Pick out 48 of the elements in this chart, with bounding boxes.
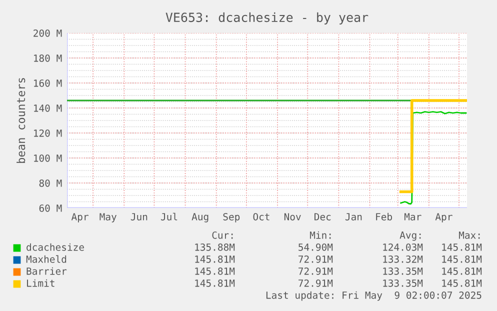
x-tick-label: Apr [435, 213, 452, 222]
x-tick-label: Aug [192, 213, 208, 222]
text: 145.81M [442, 279, 482, 287]
x-tick-label: Feb [376, 212, 392, 220]
x-tick-label: Jul [160, 212, 178, 220]
legend-label: Limit [27, 279, 54, 287]
x-tick-label: Nov [284, 213, 301, 220]
x-tick-label: May [100, 213, 117, 222]
text: 133.35M [383, 279, 423, 287]
text: Last update: Fri May 9 02:00:07 2025 [266, 291, 482, 301]
y-tick-label: 160 M [34, 80, 62, 87]
x-tick-label: Apr [71, 213, 88, 222]
x-tick-label: Mar [404, 213, 422, 220]
text: 145.81M [442, 255, 482, 263]
legend-label: dcachesize [26, 243, 84, 251]
legend-label: Maxheld [26, 255, 66, 263]
x-tick-label: Oct [253, 213, 270, 220]
text: Min: [310, 231, 331, 239]
text: 145.81M [442, 243, 482, 251]
x-tick-label: Dec [314, 213, 331, 220]
text: 145.81M [195, 255, 235, 263]
y-tick-label: 140 M [34, 104, 62, 112]
text: Cur: [212, 231, 233, 239]
text: Avg: [400, 232, 421, 241]
text: 72.91M [298, 267, 333, 275]
y-tick-label: 60 M [39, 204, 62, 212]
y-tick-label: 180 M [34, 54, 62, 62]
y-axis-title: bean counters [16, 78, 26, 163]
text: 135.88M [195, 243, 235, 251]
text: 145.81M [442, 267, 482, 275]
y-tick-label: 200 M [34, 30, 62, 37]
text: 72.91M [298, 279, 333, 287]
y-tick-label: 100 M [34, 154, 62, 162]
text: 124.03M [383, 243, 423, 251]
text: 54.90M [298, 243, 333, 251]
text: 145.81M [195, 267, 235, 275]
x-tick-label: Jan [345, 213, 362, 220]
text: 133.35M [383, 267, 423, 275]
y-tick-label: 120 M [34, 130, 62, 137]
text: Max: [458, 232, 480, 239]
y-tick-label: 80 M [39, 180, 62, 187]
text: 133.32M [383, 255, 423, 263]
text: 145.81M [195, 279, 235, 287]
x-tick-label: Sep [223, 213, 240, 222]
legend-label: Barrier [26, 267, 67, 275]
text: 72.91M [298, 255, 333, 263]
chart-title: VE653: dcachesize - by year [166, 12, 368, 24]
x-tick-label: Jun [130, 213, 148, 220]
